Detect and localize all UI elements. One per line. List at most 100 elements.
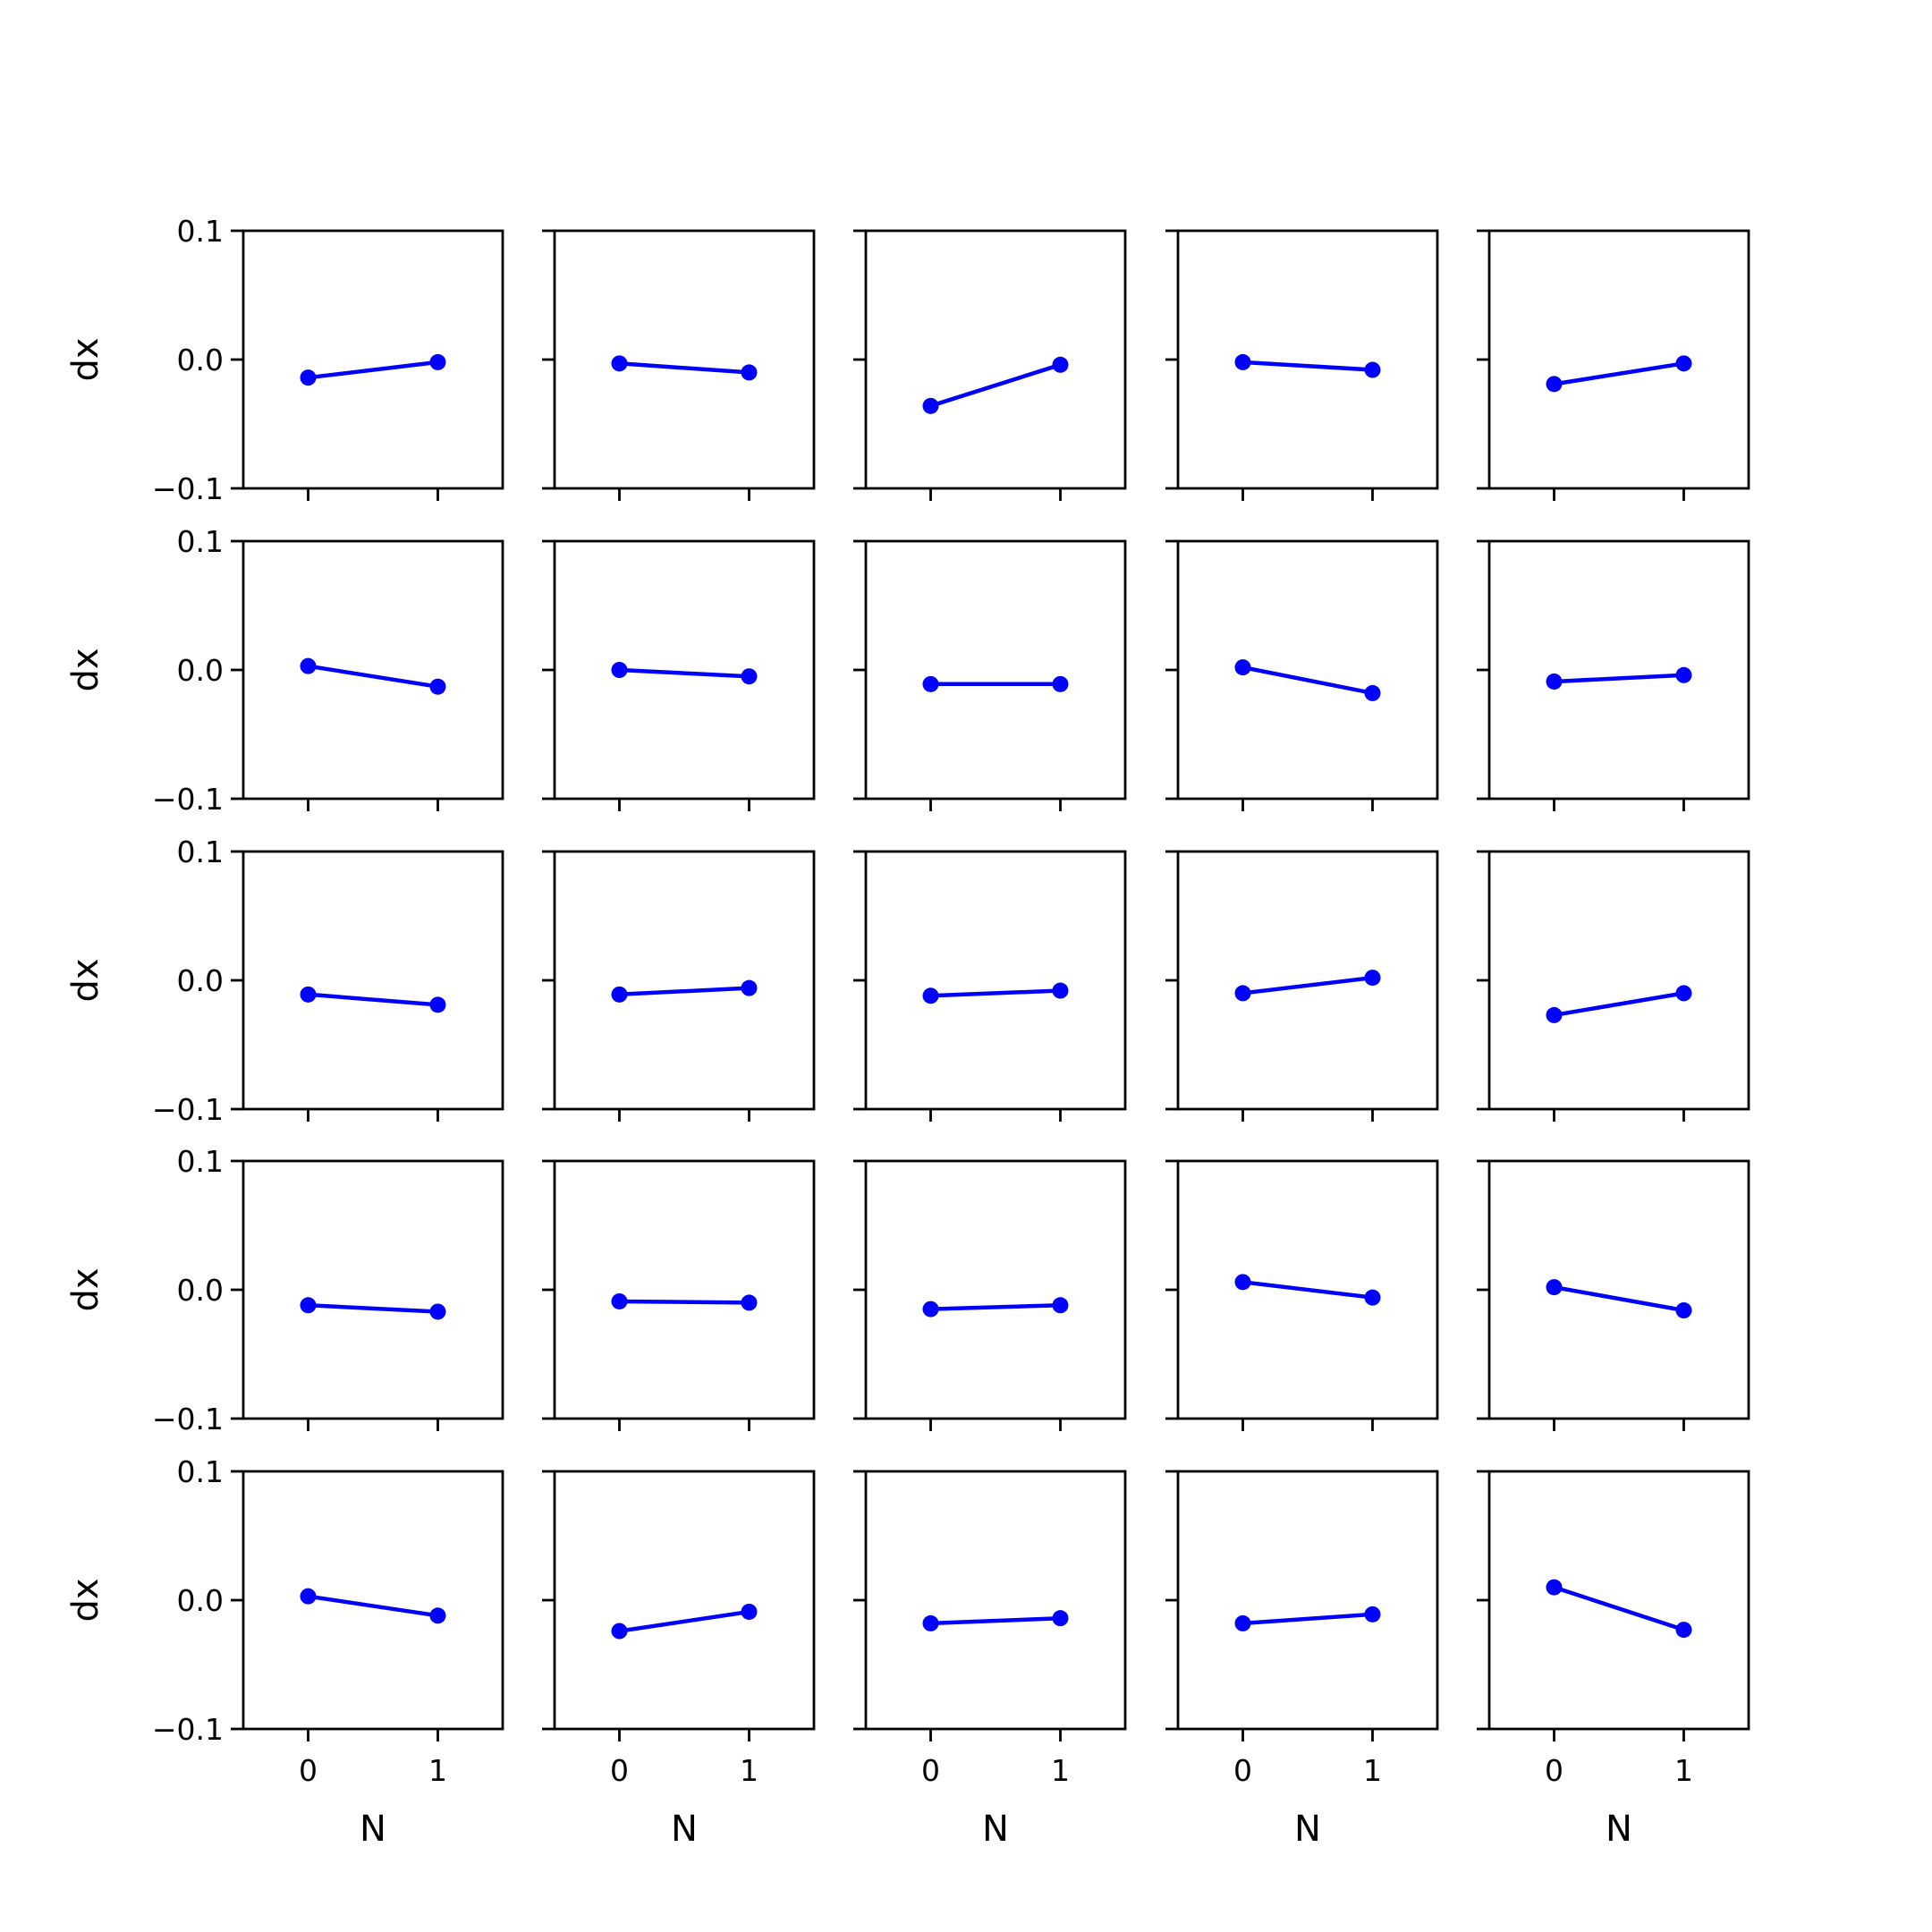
- series-line: [930, 1303, 1061, 1311]
- data-point: [1234, 1274, 1251, 1291]
- axes-frame: [1176, 850, 1439, 1111]
- data-point: [1675, 1622, 1692, 1639]
- data-point: [1675, 1302, 1692, 1319]
- data-point: [1546, 376, 1563, 393]
- axes-frame: [242, 229, 504, 490]
- subplot-r3-c2: [542, 850, 816, 1122]
- data-point: [611, 986, 628, 1003]
- axes-frame: [864, 229, 1127, 490]
- data-point: [300, 369, 317, 386]
- data-point: [1364, 1606, 1381, 1623]
- y-axis-label: dx: [65, 337, 106, 381]
- data-point: [922, 1614, 939, 1631]
- axes-frame: [242, 539, 504, 801]
- data-point: [1052, 1297, 1069, 1314]
- axes-frame: [553, 539, 816, 801]
- x-tick-label: 1: [1674, 1753, 1693, 1788]
- subplot-r5-c1: 0.1 0.0 −0.1 0 1 dx N: [65, 1454, 504, 1850]
- x-axis-label: N: [1606, 1809, 1632, 1850]
- data-point: [1546, 1006, 1563, 1023]
- data-point: [429, 353, 446, 370]
- y-tick-label: −0.1: [152, 782, 224, 817]
- data-point: [741, 668, 758, 685]
- x-tick-label: 0: [610, 1753, 629, 1788]
- subplot-r1-c5: [1477, 229, 1750, 501]
- data-point: [1234, 1614, 1251, 1631]
- x-axis-label: N: [1294, 1809, 1321, 1850]
- data-point: [611, 355, 628, 372]
- data-point: [429, 1303, 446, 1320]
- axes-frame: [1487, 1470, 1750, 1731]
- data-point: [922, 987, 939, 1004]
- series-line: [619, 1609, 750, 1633]
- subplot-r2-c2: [542, 539, 816, 811]
- subplot-r1-c4: [1165, 229, 1439, 501]
- data-point: [741, 364, 758, 381]
- x-tick-label: 1: [428, 1753, 447, 1788]
- y-tick-label: −0.1: [152, 1402, 224, 1436]
- subplot-r4-c2: [542, 1159, 816, 1431]
- axes-frame: [553, 1159, 816, 1420]
- data-point: [1546, 1579, 1563, 1596]
- data-point: [1364, 1289, 1381, 1306]
- series-line: [619, 1299, 750, 1305]
- data-point: [922, 675, 939, 692]
- series-line: [930, 1615, 1061, 1626]
- series-line: [308, 992, 438, 1007]
- subplot-r2-c1: 0.1 0.0 −0.1 dx: [65, 524, 504, 817]
- axes-frame: [1487, 229, 1750, 490]
- series-line: [619, 361, 750, 375]
- axes-frame: [1487, 539, 1750, 801]
- axes-frame: [553, 1470, 816, 1731]
- subplot-r4-c3: [853, 1159, 1127, 1431]
- axes-frame: [242, 1470, 504, 1731]
- data-point: [429, 1607, 446, 1624]
- axes-frame: [864, 1159, 1127, 1420]
- axes-frame: [553, 850, 816, 1111]
- subplot-r4-c1: 0.1 0.0 −0.1 dx: [65, 1144, 504, 1436]
- y-tick-label: 0.0: [177, 653, 224, 688]
- series-line: [1242, 665, 1373, 696]
- x-tick-label: 1: [740, 1753, 758, 1788]
- series-line: [1242, 1280, 1373, 1300]
- series-line: [308, 664, 438, 689]
- data-point: [1675, 985, 1692, 1002]
- data-point: [1052, 356, 1069, 373]
- subplot-r1-c2: [542, 229, 816, 501]
- data-point: [1546, 673, 1563, 690]
- subplot-r4-c5: [1477, 1159, 1750, 1431]
- data-point: [429, 678, 446, 695]
- data-point: [922, 397, 939, 414]
- subplot-r4-c4: [1165, 1159, 1439, 1431]
- data-point: [1052, 1610, 1069, 1627]
- data-point: [1052, 675, 1069, 692]
- data-point: [1364, 970, 1381, 987]
- y-tick-label: 0.1: [177, 835, 224, 869]
- series-line: [1554, 1284, 1684, 1313]
- subplot-r2-c3: [853, 539, 1127, 811]
- data-point: [1675, 666, 1692, 683]
- subplot-r1-c3: [853, 229, 1127, 501]
- series-line: [308, 360, 438, 380]
- data-point: [300, 1297, 317, 1314]
- subplot-r5-c5: 0 1 N: [1477, 1470, 1750, 1850]
- y-tick-label: 0.0: [177, 1273, 224, 1308]
- y-tick-label: 0.1: [177, 214, 224, 249]
- subplot-r5-c4: 0 1 N: [1165, 1470, 1439, 1850]
- subplot-r5-c3: 0 1 N: [853, 1470, 1127, 1850]
- series-line: [619, 986, 750, 997]
- axes-frame: [242, 850, 504, 1111]
- y-tick-label: 0.0: [177, 343, 224, 377]
- y-tick-label: −0.1: [152, 1092, 224, 1127]
- y-tick-label: 0.0: [177, 963, 224, 998]
- series-line: [1553, 1585, 1685, 1632]
- axes-frame: [864, 1470, 1127, 1731]
- subplot-r2-c5: [1477, 539, 1750, 811]
- y-axis-label: dx: [65, 958, 106, 1002]
- subplot-r3-c5: [1477, 850, 1750, 1122]
- series-line: [1242, 1612, 1373, 1626]
- data-point: [1364, 361, 1381, 378]
- y-axis-label: dx: [65, 648, 106, 691]
- y-tick-label: 0.0: [177, 1583, 224, 1618]
- y-axis-label: dx: [65, 1578, 106, 1622]
